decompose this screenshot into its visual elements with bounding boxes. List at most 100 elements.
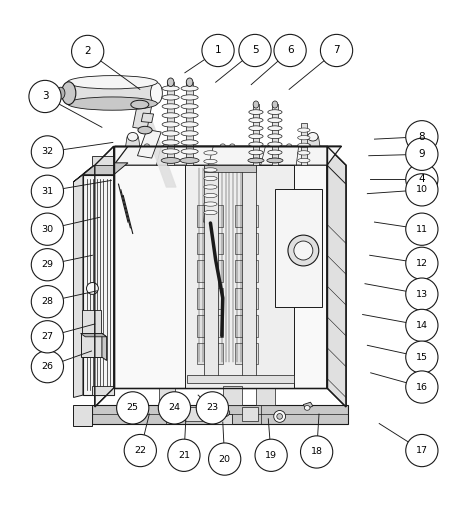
Circle shape [406, 174, 438, 206]
Polygon shape [235, 343, 258, 365]
Ellipse shape [277, 413, 283, 419]
Text: 32: 32 [41, 148, 54, 157]
Ellipse shape [268, 118, 282, 123]
Ellipse shape [204, 202, 217, 206]
Polygon shape [92, 386, 114, 395]
Ellipse shape [268, 134, 282, 139]
Ellipse shape [249, 118, 263, 123]
Ellipse shape [181, 95, 198, 100]
Bar [253, 103, 259, 165]
Polygon shape [197, 233, 223, 254]
Polygon shape [81, 333, 102, 357]
Polygon shape [81, 333, 107, 337]
Polygon shape [204, 165, 218, 379]
Circle shape [31, 249, 64, 281]
Text: 19: 19 [265, 451, 277, 460]
Polygon shape [114, 146, 341, 165]
Text: 6: 6 [287, 45, 293, 56]
Text: 30: 30 [41, 225, 54, 233]
Ellipse shape [304, 406, 310, 410]
Circle shape [406, 309, 438, 342]
Polygon shape [73, 163, 97, 182]
Text: 7: 7 [333, 45, 340, 56]
Ellipse shape [162, 140, 179, 145]
Ellipse shape [288, 235, 319, 266]
Ellipse shape [249, 134, 263, 139]
Circle shape [158, 392, 191, 424]
Ellipse shape [162, 104, 179, 109]
Ellipse shape [249, 142, 263, 147]
Text: 22: 22 [134, 446, 146, 455]
Ellipse shape [161, 158, 180, 163]
Ellipse shape [138, 126, 152, 134]
Circle shape [406, 434, 438, 466]
Text: 24: 24 [168, 404, 181, 412]
Circle shape [406, 121, 438, 153]
Ellipse shape [131, 100, 149, 109]
Text: 3: 3 [42, 92, 48, 101]
Ellipse shape [272, 101, 278, 108]
Polygon shape [95, 146, 114, 407]
Ellipse shape [218, 408, 229, 417]
Ellipse shape [86, 282, 99, 294]
Ellipse shape [298, 136, 310, 140]
Text: 14: 14 [416, 321, 428, 330]
Circle shape [406, 341, 438, 373]
Polygon shape [197, 261, 223, 282]
Polygon shape [102, 333, 107, 360]
Ellipse shape [56, 87, 65, 99]
Text: 31: 31 [41, 187, 54, 196]
Ellipse shape [63, 83, 74, 104]
Polygon shape [83, 175, 114, 395]
Ellipse shape [249, 110, 263, 114]
Text: 26: 26 [41, 362, 54, 371]
Text: 11: 11 [416, 225, 428, 233]
Text: 10: 10 [416, 185, 428, 194]
Text: 27: 27 [41, 332, 54, 341]
Ellipse shape [204, 168, 217, 172]
Polygon shape [69, 82, 156, 103]
Polygon shape [235, 288, 258, 309]
Circle shape [406, 163, 438, 196]
Polygon shape [275, 189, 322, 307]
Circle shape [255, 439, 287, 472]
Circle shape [406, 278, 438, 310]
Bar [167, 82, 174, 165]
Polygon shape [197, 316, 223, 337]
Text: 28: 28 [41, 297, 54, 306]
Ellipse shape [294, 241, 313, 260]
Polygon shape [256, 388, 275, 405]
Ellipse shape [67, 75, 157, 89]
Circle shape [202, 34, 234, 67]
Polygon shape [133, 103, 152, 129]
Ellipse shape [181, 140, 198, 145]
Ellipse shape [164, 144, 168, 147]
Text: 13: 13 [416, 290, 428, 298]
Text: 16: 16 [416, 383, 428, 392]
Ellipse shape [268, 110, 282, 114]
Polygon shape [242, 407, 258, 421]
Polygon shape [235, 261, 258, 282]
Polygon shape [159, 388, 175, 405]
Ellipse shape [62, 82, 76, 105]
Ellipse shape [162, 149, 179, 154]
Text: 15: 15 [416, 353, 428, 362]
Polygon shape [303, 402, 313, 409]
Ellipse shape [306, 144, 310, 147]
Circle shape [31, 175, 64, 207]
Polygon shape [204, 165, 256, 172]
Circle shape [320, 34, 353, 67]
Bar [301, 123, 307, 165]
Text: 4: 4 [419, 174, 425, 185]
Ellipse shape [308, 133, 318, 141]
Ellipse shape [204, 185, 217, 189]
Text: 9: 9 [419, 149, 425, 159]
Circle shape [31, 213, 64, 245]
Polygon shape [327, 146, 346, 407]
Ellipse shape [180, 158, 199, 163]
Polygon shape [92, 405, 348, 423]
Ellipse shape [298, 128, 310, 132]
Polygon shape [197, 205, 223, 227]
Ellipse shape [162, 95, 179, 100]
Polygon shape [197, 343, 223, 365]
